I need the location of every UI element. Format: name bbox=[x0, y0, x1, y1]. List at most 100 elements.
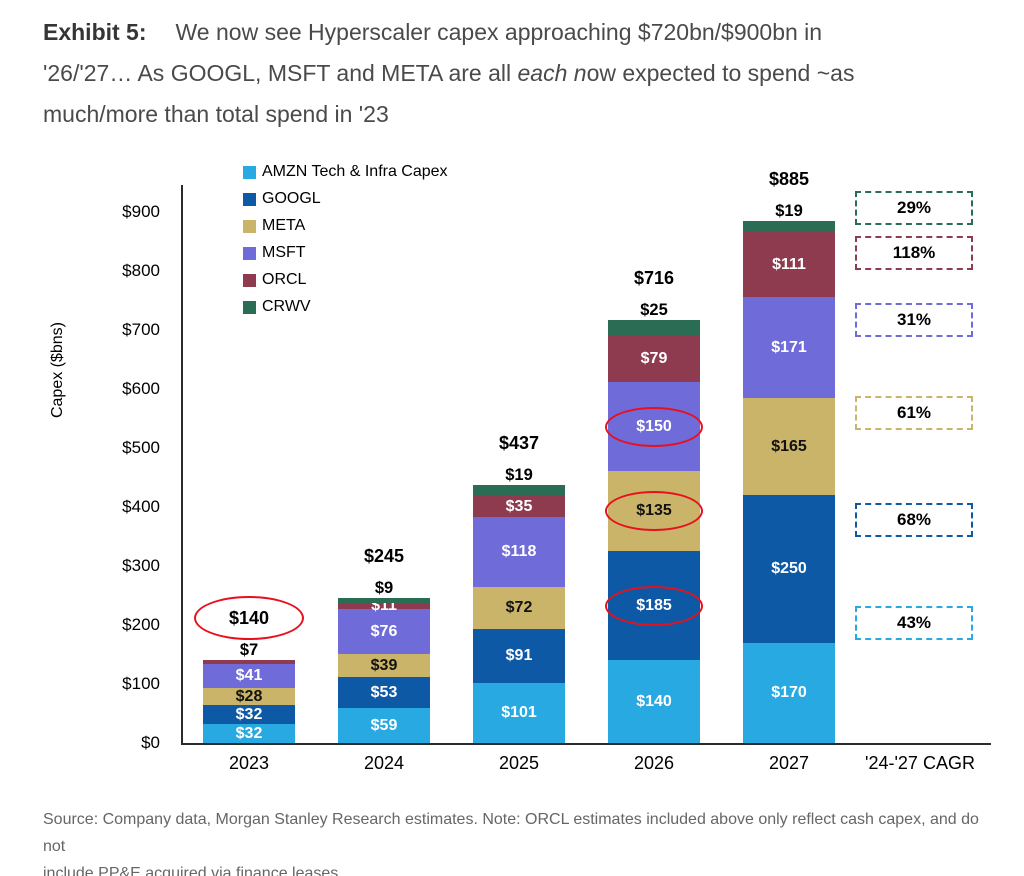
y-tick-label: $500 bbox=[122, 438, 160, 457]
segment-value-label: $171 bbox=[771, 338, 807, 356]
legend-item-meta: META bbox=[243, 216, 448, 236]
segment-value-label: $140 bbox=[636, 692, 672, 710]
bar-segment-2024-crwv bbox=[338, 598, 430, 603]
y-tick-label: $800 bbox=[122, 261, 160, 280]
googl-swatch-icon bbox=[243, 192, 256, 206]
y-tick-label: $100 bbox=[122, 674, 160, 693]
y-tick-label: $400 bbox=[122, 497, 160, 516]
legend-label: META bbox=[262, 217, 306, 234]
segment-value-label: $118 bbox=[501, 543, 537, 560]
bar-segment-2025-meta: $72 bbox=[473, 587, 565, 629]
title-text-2b: ow expected to spend ~as bbox=[586, 60, 855, 86]
bar-segment-2025-googl: $91 bbox=[473, 629, 565, 683]
source-note: Source: Company data, Morgan Stanley Res… bbox=[43, 806, 1003, 876]
bar-segment-2026-googl: $185 bbox=[605, 551, 703, 660]
meta-swatch-icon bbox=[243, 219, 256, 233]
source-note-line-2: include PP&E acquired via finance leases bbox=[43, 865, 339, 876]
y-tick-label: $900 bbox=[122, 202, 160, 221]
source-note-line-1: Source: Company data, Morgan Stanley Res… bbox=[43, 811, 979, 855]
title-text-2a: '26/'27… As GOOGL, MSFT and META are all bbox=[43, 60, 518, 86]
x-axis-label: 2027 bbox=[768, 753, 810, 773]
bar-group-2025: $101 $91 $72 $118 $35 bbox=[473, 485, 565, 743]
legend-item-amzn: AMZN Tech & Infra Capex bbox=[243, 162, 448, 182]
segment-value-label: $28 bbox=[235, 687, 263, 705]
bar-group-2023: $32 $32 $28 $41 bbox=[203, 660, 295, 743]
bar-segment-2025-msft: $118 bbox=[473, 517, 565, 587]
title-line-3: much/more than total spend in '23 bbox=[43, 94, 978, 135]
bar-top-value-label: $19 bbox=[775, 202, 803, 220]
title-line-2: '26/'27… As GOOGL, MSFT and META are all… bbox=[43, 53, 978, 94]
bar-segment-2026-msft: $150 bbox=[605, 382, 703, 471]
x-axis-label-cagr: '24-'27 CAGR bbox=[865, 753, 975, 773]
title-text-italic: each n bbox=[517, 60, 587, 86]
bar-group-2027: $170 $250 $165 $171 $111 bbox=[743, 221, 835, 743]
chart-legend: AMZN Tech & Infra Capex GOOGL META MSFT ORCL… bbox=[243, 162, 448, 324]
bar-segment-2023-meta: $28 bbox=[203, 688, 295, 705]
y-tick-label: $600 bbox=[122, 379, 160, 398]
bar-total-label: $437 bbox=[498, 433, 540, 453]
orcl-swatch-icon bbox=[243, 273, 256, 287]
legend-item-msft: MSFT bbox=[243, 243, 448, 263]
cagr-box-orcl: 118% bbox=[855, 236, 973, 270]
title-text-3: much/more than total spend in '23 bbox=[43, 101, 389, 127]
bar-segment-2025-orcl: $35 bbox=[473, 496, 565, 517]
legend-label: ORCL bbox=[262, 271, 307, 288]
bar-segment-2023-msft: $41 bbox=[203, 664, 295, 688]
segment-value-label: $59 bbox=[370, 716, 398, 734]
bar-segment-2027-amzn: $170 bbox=[743, 643, 835, 743]
bar-group-2026: $140 $185 $135 $150 $79 bbox=[605, 320, 703, 743]
bar-segment-2024-googl: $53 bbox=[338, 677, 430, 708]
crwv-swatch-icon bbox=[243, 300, 256, 314]
bar-top-value-label: $9 bbox=[374, 579, 394, 597]
segment-value-label: $91 bbox=[505, 647, 533, 664]
bar-segment-2023-orcl bbox=[203, 660, 295, 664]
segment-value-label: $170 bbox=[771, 684, 807, 701]
bar-group-2024: $59 $53 $39 $76 $11 bbox=[338, 597, 430, 743]
y-axis-title: Capex ($bns) bbox=[49, 321, 66, 419]
legend-item-orcl: ORCL bbox=[243, 270, 448, 290]
exhibit-number: Exhibit 5: bbox=[43, 19, 147, 45]
bar-segment-2025-amzn: $101 bbox=[473, 683, 565, 743]
bar-segment-2023-amzn: $32 bbox=[203, 724, 295, 743]
title-text-1: We now see Hyperscaler capex approaching… bbox=[175, 19, 823, 45]
bar-top-value-label: $7 bbox=[239, 641, 259, 659]
y-tick-label: $300 bbox=[122, 556, 160, 575]
bar-segment-2024-meta: $39 bbox=[338, 654, 430, 677]
bar-segment-2025-crwv bbox=[473, 485, 565, 496]
y-tick-label: $200 bbox=[122, 615, 160, 634]
bar-segment-2024-orcl: $11 bbox=[338, 597, 430, 614]
segment-value-label: $32 bbox=[235, 724, 263, 742]
segment-value-label: $79 bbox=[640, 349, 668, 367]
legend-label: GOOGL bbox=[262, 190, 321, 207]
title-line-1: Exhibit 5: We now see Hyperscaler capex a… bbox=[43, 12, 978, 53]
bar-segment-2024-msft: $76 bbox=[338, 609, 430, 654]
msft-swatch-icon bbox=[243, 246, 256, 260]
segment-value-label: $35 bbox=[505, 497, 533, 515]
y-tick-label: $0 bbox=[141, 733, 160, 752]
legend-label: CRWV bbox=[262, 298, 311, 315]
segment-value-label: $165 bbox=[771, 437, 807, 455]
x-axis-line bbox=[181, 743, 991, 745]
legend-label: AMZN Tech & Infra Capex bbox=[262, 163, 448, 180]
segment-value-label: $72 bbox=[505, 599, 533, 616]
bar-total-label: $885 bbox=[768, 169, 810, 189]
cagr-box-googl: 68% bbox=[855, 503, 973, 537]
bar-total-label: $716 bbox=[633, 268, 675, 288]
legend-item-googl: GOOGL bbox=[243, 189, 448, 209]
segment-value-label: $32 bbox=[235, 705, 263, 723]
highlight-ellipse bbox=[605, 585, 703, 626]
cagr-box-meta: 61% bbox=[855, 396, 973, 430]
legend-label: MSFT bbox=[262, 244, 306, 261]
segment-value-label: $39 bbox=[370, 656, 398, 674]
segment-value-label: $111 bbox=[772, 255, 806, 273]
bar-top-value-label: $19 bbox=[505, 466, 533, 484]
x-axis-label: 2025 bbox=[498, 753, 540, 773]
segment-value-label: $101 bbox=[501, 704, 537, 721]
highlight-ellipse bbox=[605, 491, 703, 531]
cagr-box-msft: 31% bbox=[855, 303, 973, 337]
y-tick-label: $700 bbox=[122, 320, 160, 339]
bar-top-value-label: $25 bbox=[640, 301, 668, 319]
bar-segment-2026-crwv bbox=[608, 320, 700, 335]
exhibit-title: Exhibit 5: We now see Hyperscaler capex a… bbox=[43, 12, 978, 135]
bar-segment-2027-orcl: $111 bbox=[743, 232, 835, 297]
